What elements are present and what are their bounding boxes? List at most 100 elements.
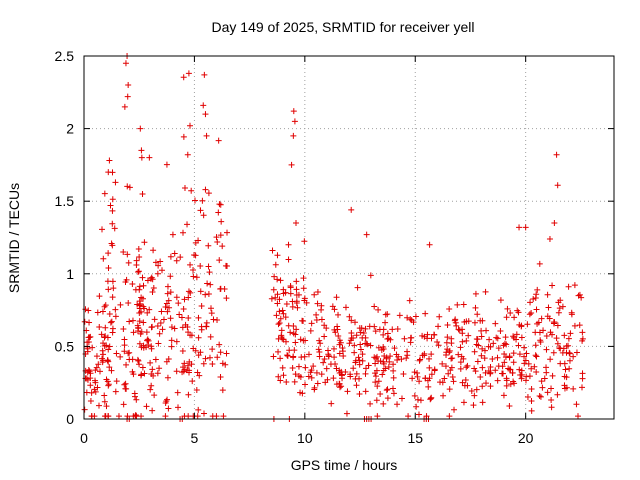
data-point — [123, 276, 130, 283]
data-point — [411, 392, 418, 399]
data-point — [168, 343, 175, 350]
data-point — [444, 322, 451, 329]
data-point — [218, 218, 225, 225]
data-point — [129, 368, 136, 375]
data-point — [185, 413, 192, 420]
data-point — [138, 371, 145, 378]
data-point — [509, 369, 516, 376]
data-point — [112, 388, 119, 395]
data-point — [217, 201, 224, 208]
data-point — [334, 326, 341, 333]
data-point — [503, 341, 510, 348]
data-point — [493, 334, 500, 341]
chart-title: Day 149 of 2025, SRMTID for receiver yel… — [212, 19, 475, 35]
data-point — [518, 334, 525, 341]
data-point — [278, 332, 285, 339]
data-point — [102, 413, 109, 420]
data-point — [481, 347, 488, 354]
data-point — [217, 349, 224, 356]
data-point — [346, 340, 353, 347]
data-point — [203, 132, 210, 139]
data-point — [570, 385, 577, 392]
data-point — [101, 190, 108, 197]
data-point — [181, 360, 188, 367]
data-point — [151, 392, 158, 399]
data-point — [194, 413, 201, 420]
data-point — [96, 323, 103, 330]
data-point — [425, 383, 432, 390]
data-point — [336, 367, 343, 374]
data-point — [108, 318, 115, 325]
data-point — [374, 413, 381, 420]
data-point — [136, 340, 143, 347]
data-point — [269, 247, 276, 254]
data-point — [137, 125, 144, 132]
data-point — [537, 393, 544, 400]
data-point — [224, 263, 231, 270]
data-point — [274, 291, 281, 298]
data-point — [566, 350, 573, 357]
data-point — [280, 310, 287, 317]
data-point — [129, 280, 136, 287]
data-point — [464, 362, 471, 369]
data-point — [426, 241, 433, 248]
y-tick-labels: 0 0.5 1 1.5 2 2.5 — [55, 48, 75, 427]
data-point — [579, 370, 586, 377]
data-point — [380, 343, 387, 350]
data-point — [187, 261, 194, 268]
data-point — [385, 364, 392, 371]
data-point — [105, 381, 112, 388]
data-point — [292, 339, 299, 346]
data-point — [367, 400, 374, 407]
data-point — [537, 337, 544, 344]
data-point — [554, 322, 561, 329]
data-point — [428, 351, 435, 358]
data-point — [105, 358, 112, 365]
data-point — [445, 370, 452, 377]
data-point — [207, 281, 214, 288]
data-point — [92, 367, 99, 374]
data-point — [136, 283, 143, 290]
data-point — [356, 325, 363, 332]
data-point — [146, 306, 153, 313]
data-point — [146, 154, 153, 161]
data-point — [164, 308, 171, 315]
data-point — [195, 352, 202, 359]
data-point — [150, 372, 157, 379]
data-point — [335, 311, 342, 318]
plot-frame — [83, 55, 615, 420]
data-point — [457, 344, 464, 351]
data-point — [316, 337, 323, 344]
data-point — [526, 311, 533, 318]
data-point — [191, 197, 198, 204]
data-point — [395, 353, 402, 360]
data-point — [459, 326, 466, 333]
data-point — [556, 305, 563, 312]
data-point — [124, 93, 131, 100]
data-point — [561, 360, 568, 367]
data-point — [311, 384, 318, 391]
data-point — [348, 329, 355, 336]
data-point — [522, 377, 529, 384]
data-point — [154, 370, 161, 377]
data-point — [157, 320, 164, 327]
data-point — [273, 312, 280, 319]
data-point — [125, 259, 132, 266]
data-point — [500, 370, 507, 377]
data-point — [101, 398, 108, 405]
data-point — [413, 403, 420, 410]
data-point — [320, 359, 327, 366]
data-point — [532, 329, 539, 336]
data-point — [481, 355, 488, 362]
data-point — [339, 375, 346, 382]
data-point — [457, 365, 464, 372]
data-point — [270, 353, 277, 360]
data-point — [125, 350, 132, 357]
data-point — [428, 335, 435, 342]
data-point — [573, 349, 580, 356]
data-point — [359, 357, 366, 364]
data-point — [103, 376, 110, 383]
data-point — [293, 326, 300, 333]
data-point — [511, 314, 518, 321]
data-point — [104, 334, 111, 341]
